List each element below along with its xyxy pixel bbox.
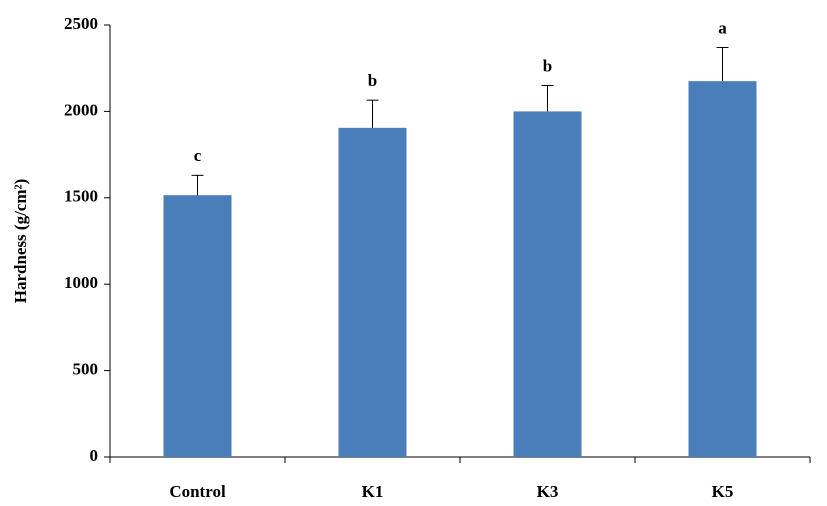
y-tick-label: 1000 [64,273,98,292]
bar [688,81,757,457]
bar [163,195,232,457]
x-tick-label: K1 [362,482,384,501]
significance-label: b [368,71,377,90]
x-tick-label: Control [169,482,226,501]
y-tick-label: 0 [90,446,99,465]
x-tick-label: K5 [712,482,734,501]
y-axis-label: Hardness (g/cm²) [11,179,30,304]
y-tick-label: 2000 [64,100,98,119]
y-tick-label: 500 [73,360,99,379]
significance-label: c [194,146,202,165]
bar [338,127,407,457]
significance-label: a [718,18,727,37]
y-tick-label: 1500 [64,187,98,206]
y-tick-label: 2500 [64,14,98,33]
bar [513,111,582,458]
x-tick-label: K3 [537,482,559,501]
significance-label: b [543,56,552,75]
